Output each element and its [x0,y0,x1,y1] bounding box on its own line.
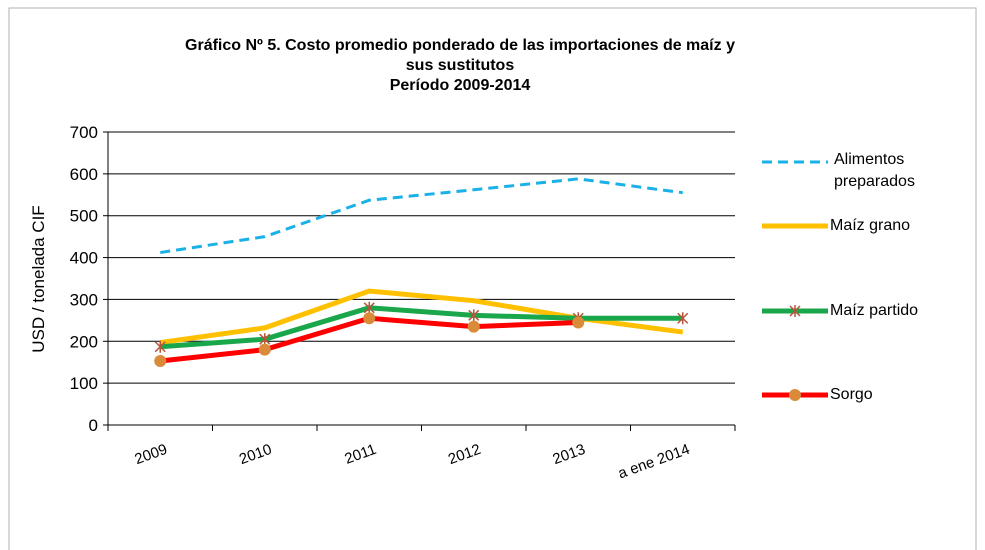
legend-label: Maíz partido [830,302,919,319]
marker [154,354,167,367]
marker [467,320,480,333]
marker [259,333,271,346]
marker [363,301,375,314]
marker-stroke [259,333,271,346]
y-tick-label: 200 [70,332,98,351]
y-tick-label: 400 [70,249,98,268]
y-tick-label: 100 [70,374,98,393]
y-tick-label: 500 [70,207,98,226]
marker [258,343,271,356]
legend-label: Sorgo [830,386,873,403]
x-tick-label: 2011 [342,441,378,468]
chart-title: Gráfico Nº 5. Costo promedio ponderado d… [185,37,735,54]
x-tick-label: a ene 2014 [616,441,692,483]
legend-label: Alimentos preparados [834,151,915,190]
series-line [160,177,683,255]
marker-stroke [677,312,689,325]
x-tick-label: 2010 [237,441,274,468]
marker [154,340,166,353]
y-tick-label: 0 [89,416,98,435]
y-axis-label: USD / tonelada CIF [29,205,48,352]
x-tick-label: 2012 [446,441,483,468]
y-tick-label: 300 [70,290,98,309]
chart-title: sus sustitutos [406,57,515,74]
legend-label: Maíz grano [830,217,911,234]
marker [572,316,585,329]
x-tick-label: 2013 [550,441,587,468]
x-tick-label: 2009 [132,441,169,468]
marker [677,312,689,325]
legend-marker [789,305,801,317]
marker-stroke [154,340,166,353]
chart-frame [8,7,977,550]
marker [363,312,376,325]
y-tick-label: 600 [70,165,98,184]
marker-stroke [363,301,375,314]
series-line [160,305,683,350]
marker-stroke [468,309,480,322]
series-line [159,315,579,364]
y-tick-label: 700 [70,123,98,142]
legend-marker [789,389,801,401]
marker [468,309,480,322]
chart-title: Período 2009-2014 [390,77,531,94]
